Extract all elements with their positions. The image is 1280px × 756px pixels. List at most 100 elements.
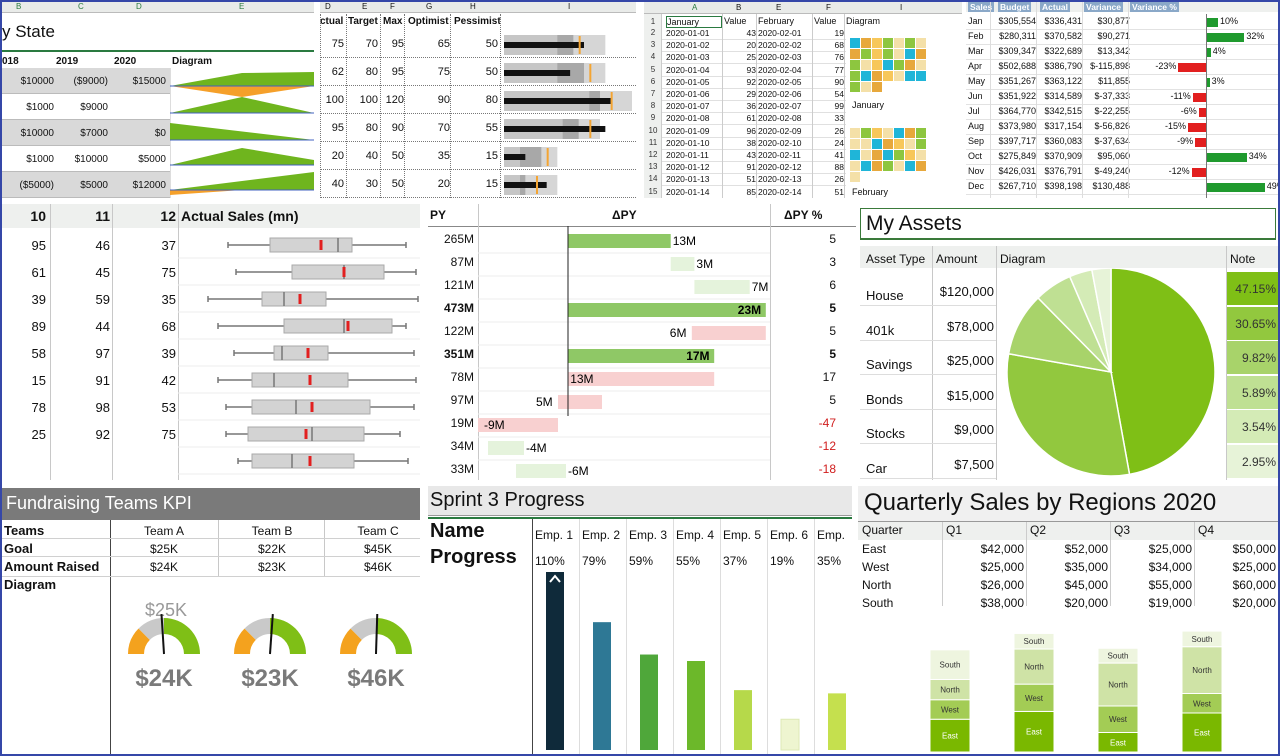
q-cell[interactable]: $34,000 (1148, 560, 1192, 574)
budget-cell[interactable]: $-22,255 (1094, 106, 1130, 116)
asset-note[interactable]: 5.89% (1241, 385, 1276, 400)
bullet-cell[interactable]: 35 (437, 150, 450, 162)
budget-cell[interactable]: $322,689 (1044, 46, 1082, 56)
cal-cell[interactable]: 2020-01-08 (666, 113, 710, 124)
box-cell[interactable]: 53 (161, 400, 176, 415)
cal-cell[interactable]: 43 (746, 28, 756, 38)
cal-cell[interactable]: 41 (834, 150, 844, 160)
q-region[interactable]: South (862, 596, 894, 610)
col-letter[interactable]: B (16, 2, 22, 11)
budget-cell[interactable]: $351,267 (998, 76, 1036, 86)
budget-cell[interactable]: $-115,898 (1090, 61, 1130, 71)
budget-cell[interactable]: $309,347 (998, 46, 1036, 56)
wf-pct[interactable]: 5 (829, 324, 836, 338)
q-cell[interactable]: $25,000 (1232, 560, 1276, 574)
q-cell[interactable]: $45,000 (1064, 578, 1108, 592)
asset-type[interactable]: Stocks (866, 426, 906, 442)
cal-cell[interactable]: 2020-02-01 (758, 28, 802, 38)
col-letter[interactable]: D (325, 2, 331, 11)
box-cell[interactable]: 15 (31, 373, 46, 388)
asset-note[interactable]: 2.95% (1241, 455, 1276, 469)
budget-cell[interactable]: $305,554 (998, 16, 1036, 26)
cal-cell[interactable]: 2020-01-07 (666, 101, 710, 112)
wf-pct[interactable]: 5 (829, 232, 836, 246)
box-cell[interactable]: 75 (161, 427, 176, 442)
asset-type[interactable]: House (866, 288, 904, 303)
box-cell[interactable]: 89 (31, 319, 46, 334)
budget-month[interactable]: Mar (968, 46, 984, 56)
box-cell[interactable]: 75 (161, 265, 176, 280)
wf-pct[interactable]: -12 (818, 439, 836, 453)
cal-cell[interactable]: 2020-01-13 (666, 174, 710, 185)
team-raised[interactable]: $46K (363, 560, 393, 574)
bullet-cell[interactable]: 15 (485, 150, 498, 162)
row-number[interactable]: 2 (650, 28, 656, 37)
col-letter[interactable]: G (426, 2, 433, 11)
emp-pct[interactable]: 79% (582, 554, 607, 568)
q-cell[interactable]: $55,000 (1148, 578, 1192, 592)
box-cell[interactable]: 61 (31, 265, 46, 280)
cal-cell[interactable]: 93 (746, 64, 756, 75)
wf-py[interactable]: 19M (450, 416, 474, 430)
q-cell[interactable]: $26,000 (980, 578, 1024, 592)
budget-month[interactable]: Aug (968, 121, 985, 131)
state-cell[interactable]: $1000 (26, 102, 54, 113)
q-region[interactable]: North (862, 578, 892, 592)
budget-cell[interactable]: $397,717 (998, 136, 1036, 146)
budget-cell[interactable]: $373,980 (998, 121, 1036, 131)
box-cell[interactable]: 78 (31, 400, 46, 415)
cal-cell[interactable]: 51 (746, 174, 756, 185)
wf-pct[interactable]: 6 (829, 278, 836, 292)
cal-cell[interactable]: 85 (746, 186, 756, 197)
cal-cell[interactable]: 2020-01-14 (666, 186, 710, 197)
state-cell[interactable]: $1000 (26, 154, 54, 165)
row-number[interactable]: 10 (648, 125, 658, 135)
cal-cell[interactable]: 77 (834, 64, 844, 75)
budget-month[interactable]: Oct (968, 151, 983, 161)
bullet-cell[interactable]: 100 (359, 94, 378, 106)
wf-py[interactable]: 265M (443, 232, 474, 246)
wf-pct[interactable]: 17 (822, 370, 836, 384)
cal-cell[interactable]: 2020-02-11 (758, 150, 801, 160)
state-cell[interactable]: $10000 (20, 128, 54, 139)
budget-month[interactable]: Apr (968, 61, 983, 71)
budget-cell[interactable]: $370,582 (1044, 31, 1082, 41)
cal-cell[interactable]: 19 (834, 28, 844, 38)
cal-cell[interactable]: 76 (834, 52, 844, 63)
bullet-cell[interactable]: 55 (485, 122, 498, 134)
box-cell[interactable]: 68 (161, 319, 176, 334)
cal-cell[interactable]: 2020-01-01 (666, 28, 710, 38)
q-cell[interactable]: $60,000 (1232, 578, 1276, 592)
cal-cell[interactable]: 2020-02-06 (758, 89, 802, 99)
cal-cell[interactable]: 2020-02-14 (758, 186, 802, 197)
box-cell[interactable]: 39 (31, 292, 46, 307)
bullet-cell[interactable]: 40 (331, 178, 344, 190)
bullet-cell[interactable]: 95 (391, 66, 404, 78)
q-cell[interactable]: $35,000 (1064, 560, 1108, 574)
state-cell[interactable]: $5000 (138, 154, 166, 165)
box-cell[interactable]: 59 (95, 292, 110, 307)
col-letter[interactable]: F (390, 2, 395, 11)
cal-cell[interactable]: 54 (834, 89, 844, 99)
budget-cell[interactable]: $398,198 (1044, 181, 1082, 191)
budget-cell[interactable]: $426,031 (998, 166, 1036, 176)
emp-pct[interactable]: 35% (817, 554, 842, 568)
asset-note[interactable]: 9.82% (1241, 351, 1276, 366)
budget-cell[interactable]: $95,060 (1097, 151, 1130, 161)
col-letter[interactable]: I (900, 3, 903, 12)
cal-cell[interactable]: 2020-02-03 (758, 52, 802, 63)
cal-cell[interactable]: 2020-01-09 (666, 125, 710, 136)
cal-cell[interactable]: 99 (834, 101, 844, 112)
state-cell[interactable]: ($5000) (19, 180, 54, 191)
team-goal[interactable]: $22K (257, 542, 287, 556)
budget-month[interactable]: Feb (968, 31, 984, 41)
budget-month[interactable]: Sep (968, 136, 985, 146)
budget-cell[interactable]: $314,589 (1044, 91, 1082, 101)
asset-note[interactable]: 30.65% (1235, 316, 1276, 331)
col-letter[interactable]: C (78, 2, 84, 11)
row-number[interactable]: 4 (650, 52, 656, 62)
bullet-cell[interactable]: 80 (365, 122, 378, 134)
q-cell[interactable]: $52,000 (1064, 542, 1108, 556)
box-cell[interactable]: 98 (95, 400, 110, 415)
wf-py[interactable]: 33M (450, 462, 474, 476)
